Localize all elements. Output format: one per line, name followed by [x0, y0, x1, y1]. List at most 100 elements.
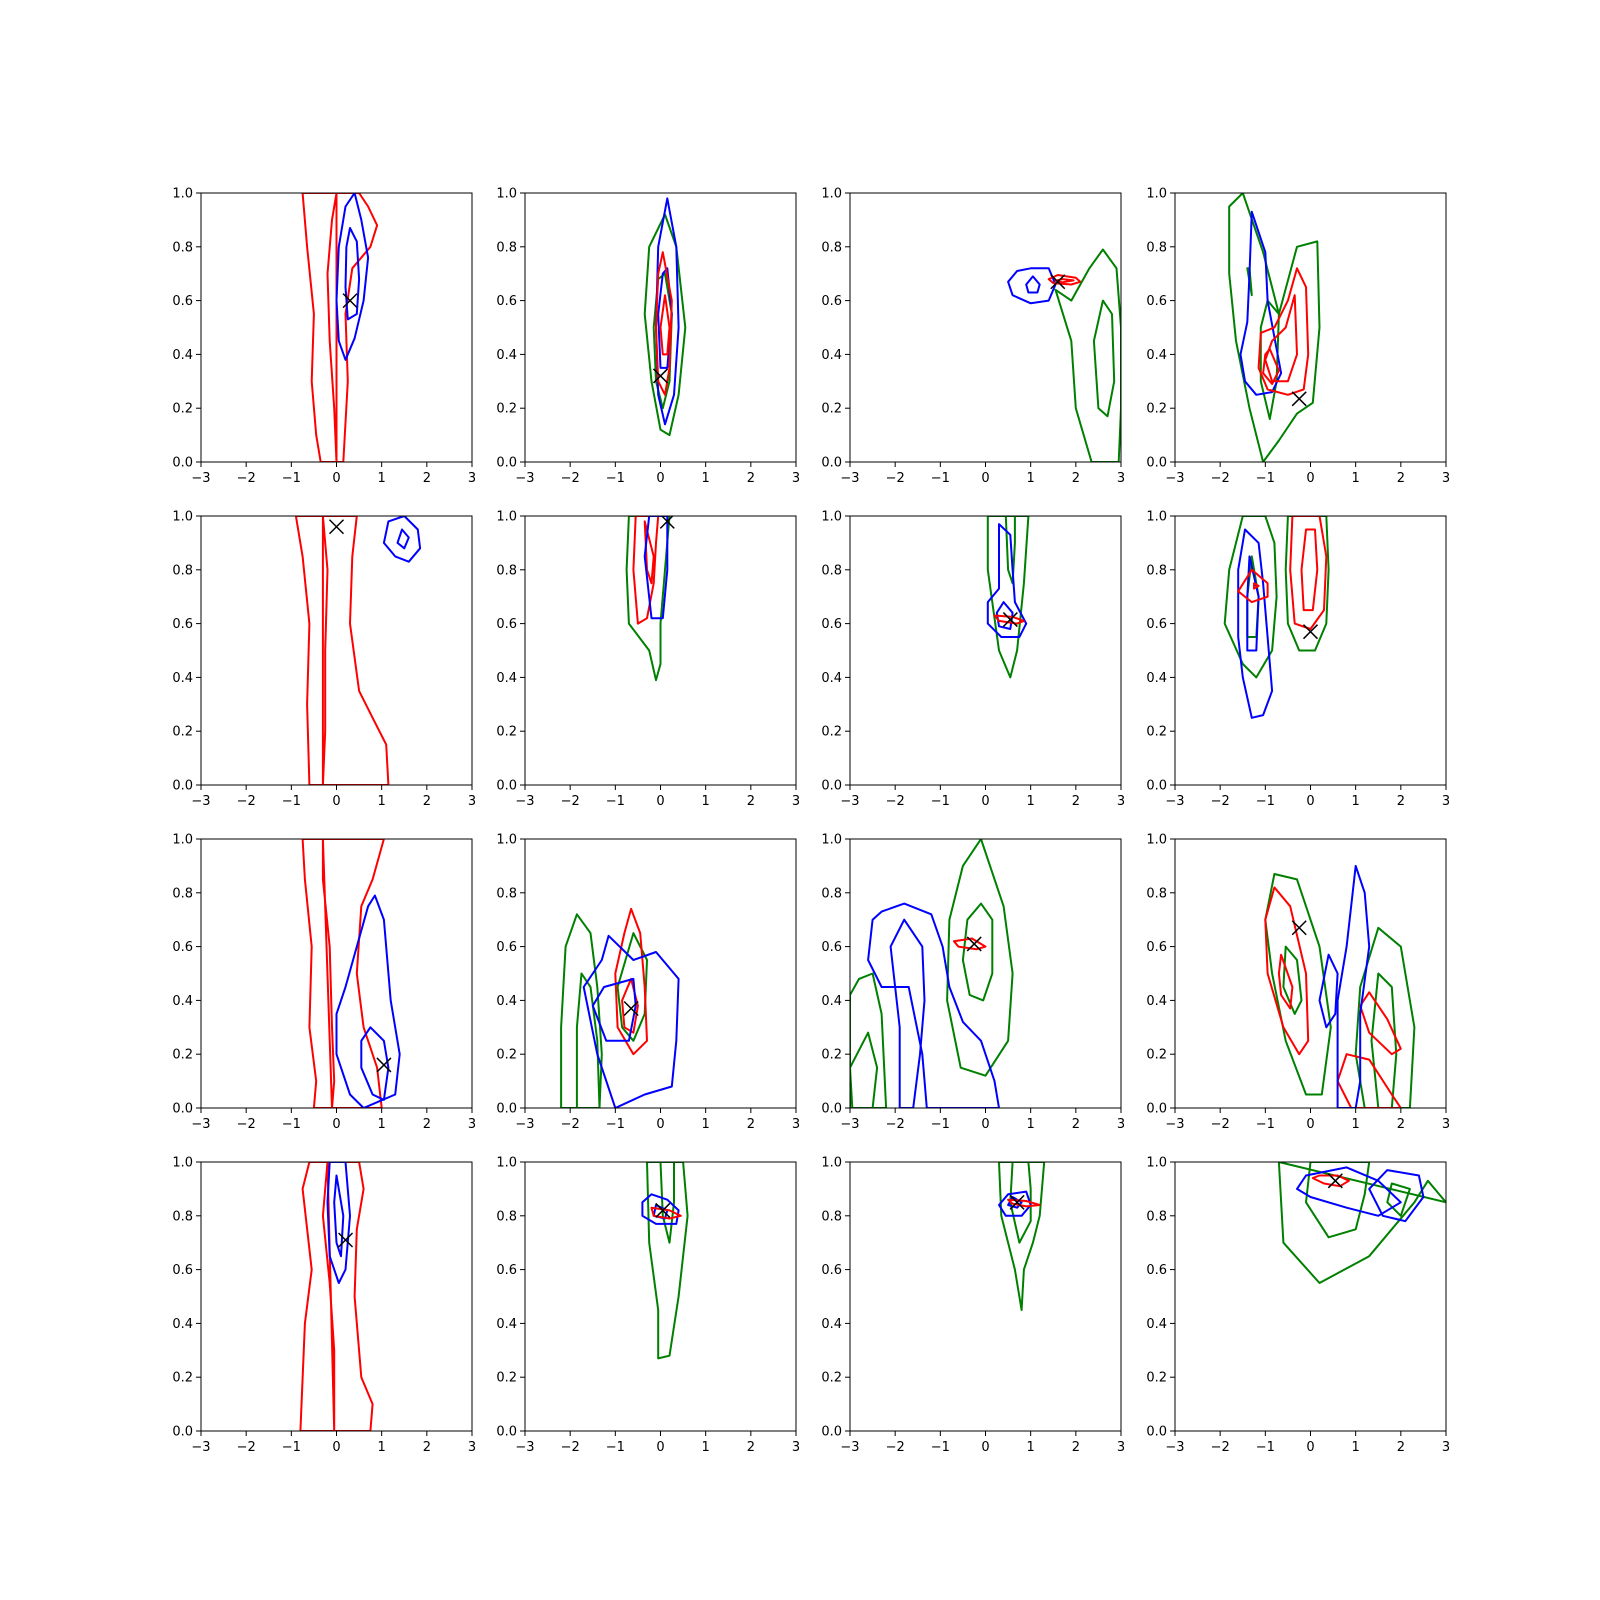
blue-contour-line: [326, 1162, 351, 1284]
y-tick-label: 0.0: [1146, 779, 1167, 794]
red-contour-line: [321, 516, 329, 785]
red-contour-line: [1300, 528, 1319, 612]
subplot-1: −3 −2 −1 0 1 2 3 0.0 0.2 0.4 0.6 0.8 1.0: [172, 187, 476, 487]
red-contour-line: [1264, 886, 1310, 1056]
y-tick-label: 0.6: [1146, 1263, 1167, 1278]
x-tick-label: 0: [1306, 1117, 1314, 1132]
blue-contour-line: [1025, 275, 1041, 294]
subplot-9: −3 −2 −1 0 1 2 3 0.0 0.2 0.4 0.6 0.8 1.0: [172, 833, 476, 1133]
x-tick-label: −1: [1256, 1440, 1275, 1455]
blue-contour-line: [1246, 555, 1260, 652]
subplot-11: −3 −2 −1 0 1 2 3 0.0 0.2 0.4 0.6 0.8 1.0: [821, 833, 1125, 1133]
x-tick-label: 0: [332, 471, 340, 486]
y-tick-label: 0.0: [496, 456, 517, 471]
y-tick-label: 0.8: [821, 240, 842, 255]
x-tick-label: 1: [702, 1440, 710, 1455]
x-tick-label: 0: [656, 1440, 664, 1455]
y-tick-label: 1.0: [172, 187, 193, 202]
x-tick-label: −2: [561, 1117, 580, 1132]
x-tick-label: −2: [561, 794, 580, 809]
blue-contour-line: [867, 902, 1000, 1108]
x-tick-label: 1: [378, 1117, 386, 1132]
x-tick-label: 0: [981, 1440, 989, 1455]
x-tick-label: −1: [931, 471, 950, 486]
x-marker: [652, 368, 669, 384]
axes-frame: [524, 838, 797, 1109]
x-tick-label: 0: [332, 1440, 340, 1455]
x-tick-label: −1: [1256, 1117, 1275, 1132]
y-tick-label: 1.0: [496, 833, 517, 848]
y-tick-label: 0.6: [1146, 617, 1167, 632]
y-tick-label: 0.6: [496, 940, 517, 955]
x-tick-label: 2: [1397, 794, 1405, 809]
red-contour-line: [621, 977, 639, 1034]
x-tick-label: 1: [1352, 471, 1360, 486]
y-tick-label: 0.2: [172, 1371, 193, 1386]
y-tick-label: 0.4: [821, 348, 842, 363]
x-tick-label: 0: [981, 794, 989, 809]
y-tick-label: 0.4: [172, 671, 193, 686]
green-contour-line: [1305, 1162, 1371, 1239]
y-tick-label: 0.4: [496, 994, 517, 1009]
y-tick-label: 0.8: [172, 240, 193, 255]
x-tick-label: 2: [1397, 1117, 1405, 1132]
red-contour-line: [655, 251, 673, 396]
red-contour-line: [1257, 267, 1310, 396]
green-contour-line: [986, 516, 1030, 679]
x-tick-label: −1: [1256, 471, 1275, 486]
y-tick-label: 1.0: [1146, 510, 1167, 525]
y-tick-label: 1.0: [496, 510, 517, 525]
x-tick-label: 0: [1306, 1440, 1314, 1455]
x-tick-label: 2: [747, 1117, 755, 1132]
plot-area: [1223, 516, 1330, 719]
subplot-15: −3 −2 −1 0 1 2 3 0.0 0.2 0.4 0.6 0.8 1.0: [821, 1156, 1125, 1456]
x-tick-label: −2: [886, 1117, 905, 1132]
x-marker: [1291, 920, 1307, 936]
x-marker: [328, 519, 345, 535]
y-tick-label: 0.0: [1146, 1425, 1167, 1440]
y-tick-label: 0.6: [821, 294, 842, 309]
y-tick-label: 0.4: [172, 348, 193, 363]
blue-contour-line: [396, 528, 410, 550]
red-contour-line: [301, 193, 379, 462]
x-tick-label: −1: [931, 1440, 950, 1455]
red-contour-line: [1264, 294, 1298, 383]
x-tick-label: −2: [1211, 1117, 1230, 1132]
y-tick-label: 0.2: [496, 402, 517, 417]
green-contour-line: [575, 972, 601, 1108]
x-tick-label: −3: [1165, 1117, 1184, 1132]
red-contour-line: [1336, 1053, 1402, 1108]
x-marker: [1302, 624, 1319, 640]
x-tick-label: 2: [1072, 1117, 1080, 1132]
y-tick-label: 0.4: [1146, 671, 1167, 686]
green-contour-line: [616, 932, 648, 1042]
y-tick-label: 0.4: [172, 994, 193, 1009]
x-tick-label: −1: [282, 471, 301, 486]
x-tick-label: 3: [468, 1440, 476, 1455]
x-tick-label: −2: [886, 794, 905, 809]
y-tick-label: 0.8: [496, 563, 517, 578]
y-tick-label: 0.0: [172, 779, 193, 794]
y-tick-label: 0.2: [496, 725, 517, 740]
subplot-7: −3 −2 −1 0 1 2 3 0.0 0.2 0.4 0.6 0.8 1.0: [821, 510, 1125, 810]
axes-frame: [849, 838, 1122, 1109]
x-tick-label: 2: [423, 794, 431, 809]
subplot-4: −3 −2 −1 0 1 2 3 0.0 0.2 0.4 0.6 0.8 1.0: [1146, 187, 1450, 487]
x-marker: [376, 1057, 392, 1073]
x-marker: [342, 293, 358, 309]
y-tick-label: 0.0: [821, 456, 842, 471]
x-tick-label: −2: [1211, 1440, 1230, 1455]
x-tick-label: −3: [1165, 471, 1184, 486]
y-tick-label: 0.4: [1146, 994, 1167, 1009]
x-tick-label: −2: [1211, 471, 1230, 486]
green-contour-line: [1223, 516, 1278, 679]
subplot-14: −3 −2 −1 0 1 2 3 0.0 0.2 0.4 0.6 0.8 1.0: [496, 1156, 800, 1456]
green-contour-line: [1092, 299, 1116, 418]
x-tick-label: −1: [606, 471, 625, 486]
y-tick-label: 1.0: [1146, 833, 1167, 848]
y-tick-label: 1.0: [821, 510, 842, 525]
subplot-2: −3 −2 −1 0 1 2 3 0.0 0.2 0.4 0.6 0.8 1.0: [496, 187, 800, 487]
x-marker: [659, 516, 675, 529]
x-tick-label: −2: [237, 471, 256, 486]
x-tick-label: −1: [282, 1117, 301, 1132]
